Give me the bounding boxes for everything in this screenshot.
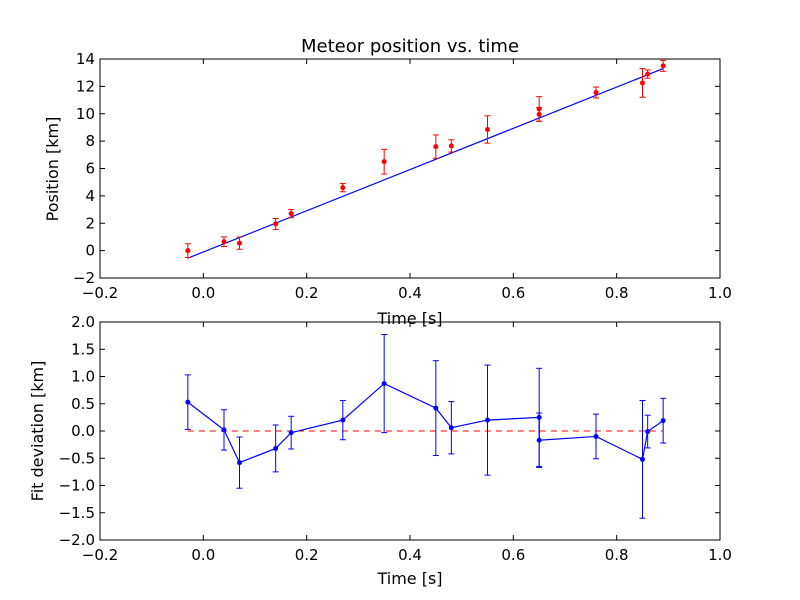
deviation-point [273, 445, 279, 451]
deviation-point [185, 399, 191, 405]
deviation-ytick-label: 0.0 [71, 422, 95, 440]
position-point [593, 90, 599, 96]
position-point [288, 211, 294, 217]
deviation-line [187, 382, 664, 464]
deviation-point [536, 414, 542, 420]
deviation-xtick-label: 1.0 [708, 546, 732, 564]
position-point [448, 143, 454, 149]
position-plot: Meteor position vs. time −0.2 0.0 0.2 0.4 0.… [43, 36, 732, 328]
position-point [221, 239, 227, 245]
position-plot-xlabel: Time [s] [376, 309, 442, 328]
deviation-ytick-label: 2.0 [71, 313, 95, 331]
position-ytick-label: 12 [76, 77, 95, 95]
position-xtick-label: 0.0 [191, 284, 215, 302]
position-point [485, 126, 490, 132]
deviation-plot-ylabel: Fit deviation [km] [28, 361, 47, 502]
deviation-xtick-label: 0.8 [605, 546, 629, 564]
deviation-ytick-label: −1.0 [59, 477, 95, 495]
deviation-xtick-label: 0.6 [501, 546, 525, 564]
deviation-ytick-label: −2.0 [59, 531, 95, 549]
position-xtick-label: 0.2 [295, 284, 319, 302]
deviation-ytick-label: −1.5 [59, 504, 95, 522]
deviation-plot-frame [99, 321, 721, 541]
position-ytick-label: 0 [85, 242, 95, 260]
position-point [340, 185, 346, 191]
deviation-point [221, 427, 227, 433]
deviation-point [381, 381, 387, 387]
position-plot-ylabel: Position [km] [43, 117, 62, 222]
deviation-point [593, 433, 599, 439]
position-point [640, 80, 645, 86]
position-ytick-label: 14 [76, 50, 95, 68]
position-point [185, 248, 191, 254]
position-point [536, 106, 542, 112]
deviation-plot: −0.2 0.0 0.2 0.4 0.6 0.8 1.0 −2.0 −1.5 −1.0 −0.5 0… [28, 313, 732, 588]
position-xtick-label: 0.6 [501, 284, 525, 302]
deviation-point [536, 437, 542, 443]
deviation-xtick-label: −0.2 [82, 546, 118, 564]
deviation-point [640, 456, 645, 462]
deviation-plot-xlabel: Time [s] [376, 569, 442, 588]
position-point [381, 159, 387, 165]
position-point [237, 240, 242, 246]
deviation-ytick-label: 1.5 [71, 340, 95, 358]
deviation-point [237, 460, 242, 466]
position-point [645, 71, 651, 77]
deviation-xtick-label: 0.2 [295, 546, 319, 564]
deviation-xtick-label: 0.0 [191, 546, 215, 564]
position-xtick-label: 0.8 [605, 284, 629, 302]
deviation-ytick-label: 1.0 [71, 368, 95, 386]
deviation-ytick-label: 0.5 [71, 395, 95, 413]
deviation-point [448, 425, 454, 431]
position-ytick-label: 10 [76, 105, 95, 123]
position-plot-title: Meteor position vs. time [301, 36, 519, 57]
position-point [433, 144, 439, 150]
position-ytick-label: 6 [85, 160, 95, 178]
position-plot-frame [99, 58, 721, 279]
position-ytick-label: 2 [85, 214, 95, 232]
position-ytick-label: 4 [85, 187, 95, 205]
deviation-point [645, 429, 651, 435]
position-xtick-label: 1.0 [708, 284, 732, 302]
fit-line [187, 68, 664, 259]
deviation-point [433, 405, 439, 411]
position-xtick-label: 0.4 [398, 284, 422, 302]
position-ytick-label: −2 [73, 269, 95, 287]
position-point [536, 111, 542, 117]
position-point [660, 63, 666, 69]
position-ytick-label: 8 [85, 132, 95, 150]
deviation-xtick-label: 0.4 [398, 546, 422, 564]
deviation-point [340, 417, 346, 423]
deviation-point [660, 418, 666, 424]
deviation-point [485, 417, 490, 423]
position-xtick-label: −0.2 [82, 284, 118, 302]
deviation-ytick-label: −0.5 [59, 449, 95, 467]
position-point [273, 221, 279, 227]
deviation-point [288, 430, 294, 436]
